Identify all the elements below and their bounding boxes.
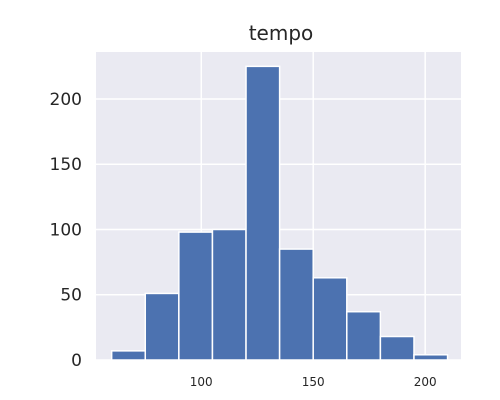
- y-tick-label: 100: [50, 220, 82, 240]
- histogram-bar: [379, 335, 415, 361]
- histogram-bar: [346, 310, 382, 361]
- x-axis-ticks: 100 150 200: [190, 375, 437, 389]
- histogram-bar: [245, 65, 281, 361]
- y-tick-label: 50: [60, 286, 82, 306]
- x-tick-label: 200: [414, 375, 437, 389]
- histogram-bar: [144, 292, 180, 361]
- x-tick-label: 100: [190, 375, 213, 389]
- y-tick-label: 0: [71, 351, 82, 371]
- histogram-bar: [178, 231, 214, 361]
- histogram-bar: [312, 277, 348, 361]
- histogram-bar: [211, 228, 247, 361]
- y-axis-ticks: 0 50 100 150 200: [50, 90, 82, 371]
- chart-title: tempo: [249, 21, 314, 45]
- bars: [110, 65, 449, 361]
- histogram-bar: [413, 354, 449, 361]
- histogram-bar: [110, 350, 147, 361]
- x-tick-label: 150: [302, 375, 325, 389]
- y-tick-label: 200: [50, 90, 82, 110]
- y-tick-label: 150: [50, 155, 82, 175]
- histogram-bar: [278, 248, 314, 361]
